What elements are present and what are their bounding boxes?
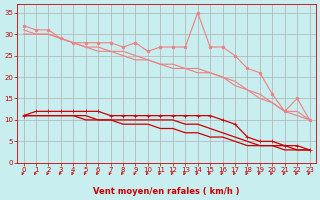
X-axis label: Vent moyen/en rafales ( km/h ): Vent moyen/en rafales ( km/h ) (93, 187, 240, 196)
